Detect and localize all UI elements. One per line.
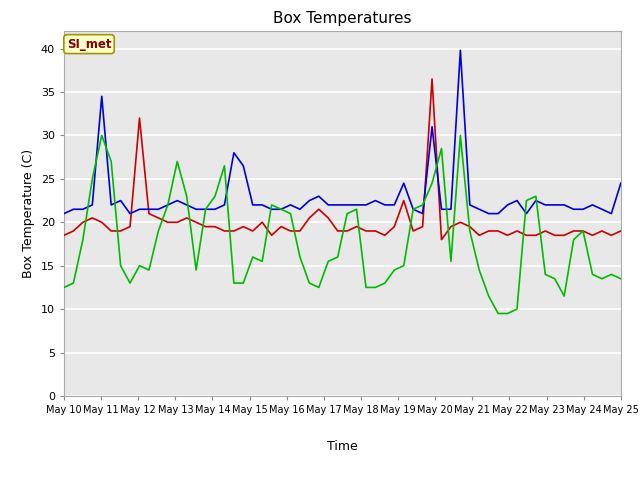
Title: Box Temperatures: Box Temperatures bbox=[273, 11, 412, 26]
Y-axis label: Box Temperature (C): Box Temperature (C) bbox=[22, 149, 35, 278]
X-axis label: Time: Time bbox=[327, 440, 358, 453]
Text: SI_met: SI_met bbox=[67, 37, 111, 50]
